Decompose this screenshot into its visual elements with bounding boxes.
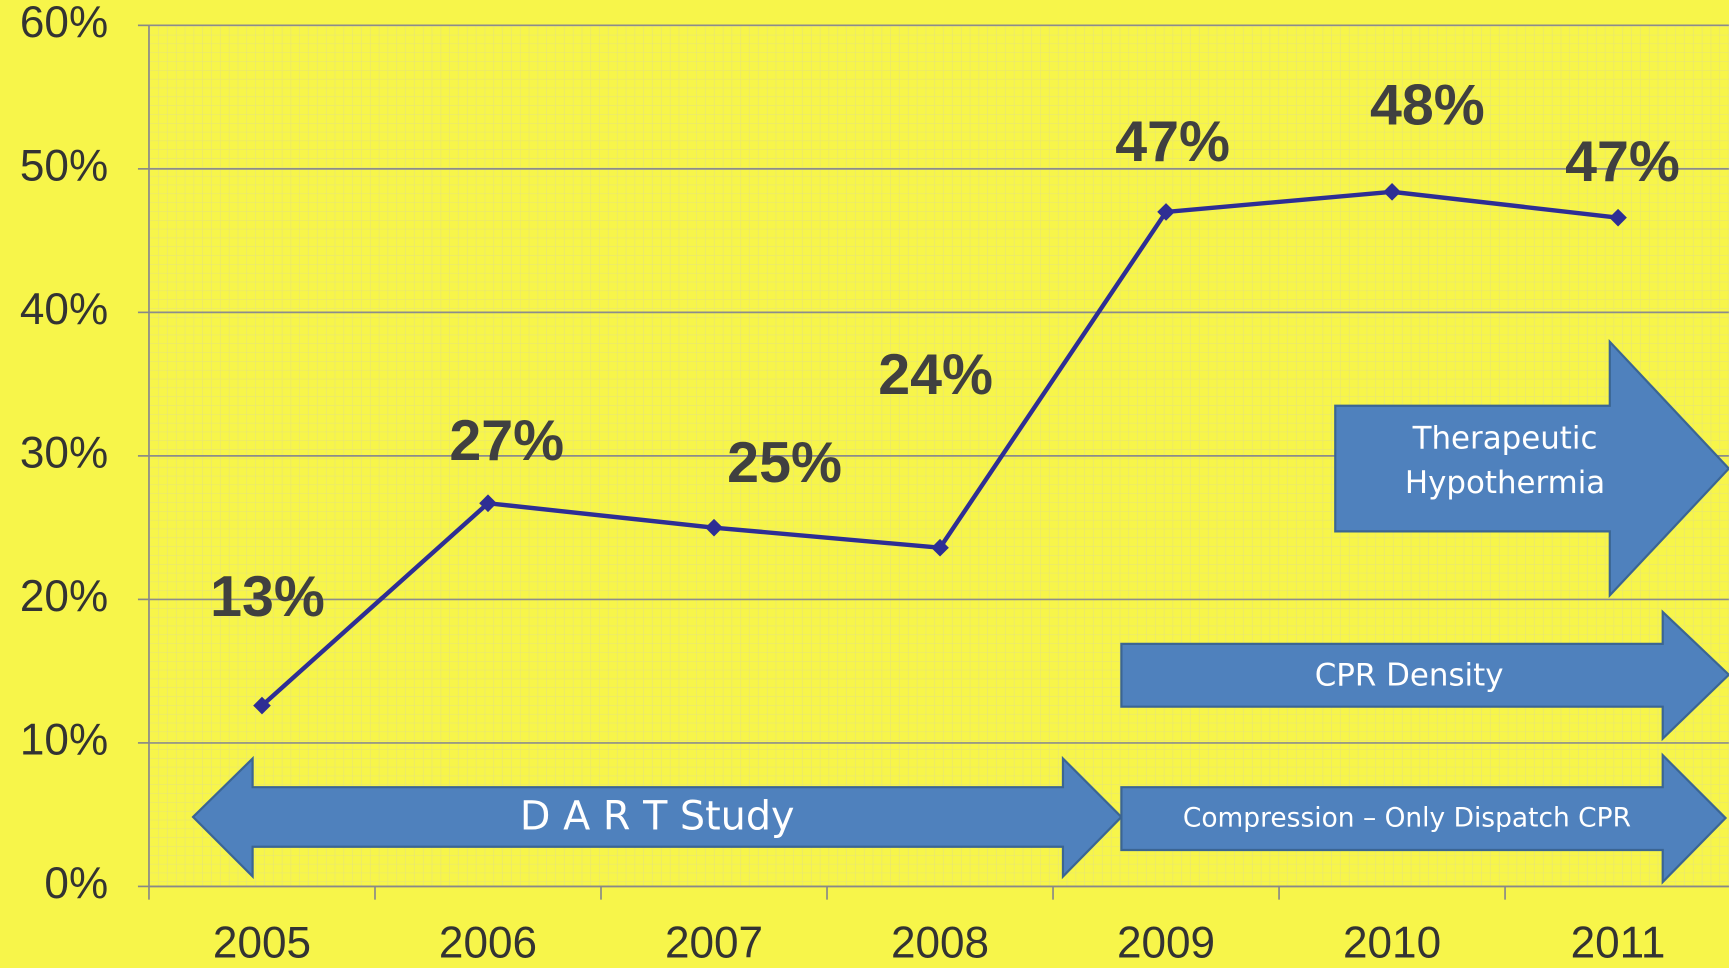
marker: [705, 518, 723, 537]
x-tick-label: 2008: [891, 919, 989, 968]
data-label: 25%: [727, 431, 842, 495]
y-tick-label: 40%: [20, 285, 108, 334]
y-tick-label: 50%: [20, 142, 108, 191]
data-label: 24%: [878, 343, 993, 407]
data-label: 27%: [449, 409, 564, 473]
x-tick-label: 2009: [1117, 919, 1215, 968]
x-tick-label: 2005: [213, 919, 311, 968]
data-label: 48%: [1370, 73, 1485, 137]
marker: [1383, 183, 1401, 201]
hypothermia-arrow: [1334, 338, 1729, 599]
marker: [479, 494, 497, 513]
y-tick-label: 10%: [20, 716, 108, 765]
compression-arrow: [1120, 752, 1728, 885]
y-tick-label: 20%: [20, 572, 108, 621]
y-tick-label: 0%: [44, 859, 108, 908]
annotation-box: Therapeutic Hypothermia: [1404, 420, 1606, 501]
x-tick-label: 2006: [439, 919, 537, 968]
marker: [931, 538, 949, 557]
marker: [253, 696, 271, 715]
cpr-density-arrow: [1120, 609, 1729, 742]
annotation: Compression – Only Dispatch CPR: [1183, 803, 1631, 834]
data-label: 13%: [210, 565, 325, 629]
data-label: 47%: [1115, 110, 1230, 174]
annotation: Therapeutic Hypothermia: [1404, 420, 1606, 501]
y-tick-label: 60%: [20, 0, 108, 47]
annotation: CPR Density: [1315, 657, 1504, 693]
y-tick-label: 30%: [20, 429, 108, 478]
annotation: D A R T Study: [520, 794, 795, 840]
x-tick-label: 2011: [1571, 919, 1666, 968]
x-tick-label: 2010: [1343, 919, 1441, 968]
marker: [1157, 203, 1175, 221]
data-label: 47%: [1565, 130, 1680, 194]
x-tick-label: 2007: [665, 919, 763, 968]
